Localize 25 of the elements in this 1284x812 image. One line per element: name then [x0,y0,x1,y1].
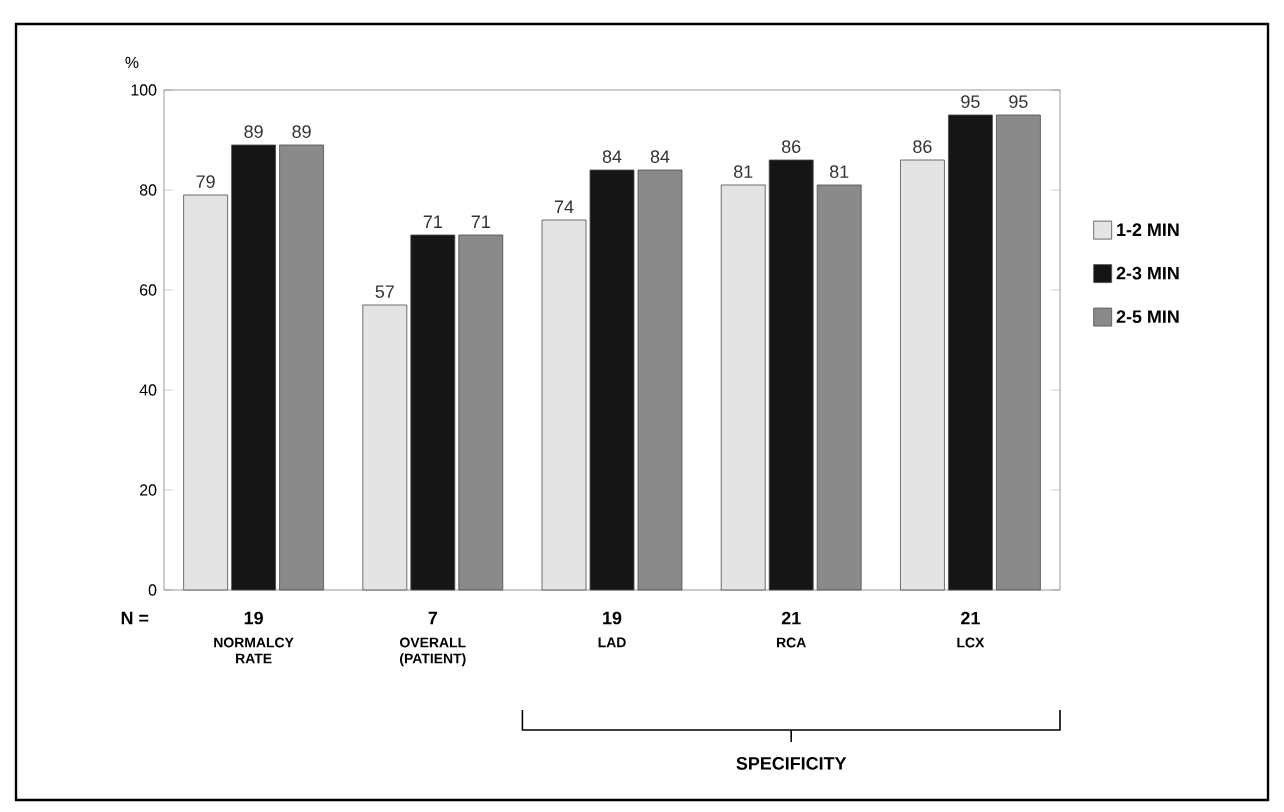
data-label: 84 [650,150,670,163]
data-label: 71 [423,215,442,228]
data-label: 84 [602,150,622,163]
legend-label: 2-3 MIN [1116,266,1179,280]
data-label: 79 [196,175,215,188]
legend-label: 1-2 MIN [1117,223,1179,236]
text: 21 [961,611,980,625]
data-label: 71 [471,215,490,228]
data-label: 86 [782,140,801,153]
data-label: 89 [244,125,263,138]
text: SPECIFICITY [736,757,847,770]
data-label: 95 [961,95,980,108]
data-label: 86 [913,140,932,153]
legend-label: 2-5 MIN [1116,310,1179,324]
text: 19 [603,611,622,625]
text: 21 [781,611,801,625]
data-label: 89 [292,125,311,138]
text: N = [121,611,149,625]
text: 7 [428,611,437,625]
data-label: 74 [554,200,574,213]
data-label: 95 [1009,95,1028,108]
text: 19 [244,611,263,625]
data-label: 81 [734,165,753,178]
data-label: 81 [830,165,849,178]
data-label: 57 [375,285,394,298]
